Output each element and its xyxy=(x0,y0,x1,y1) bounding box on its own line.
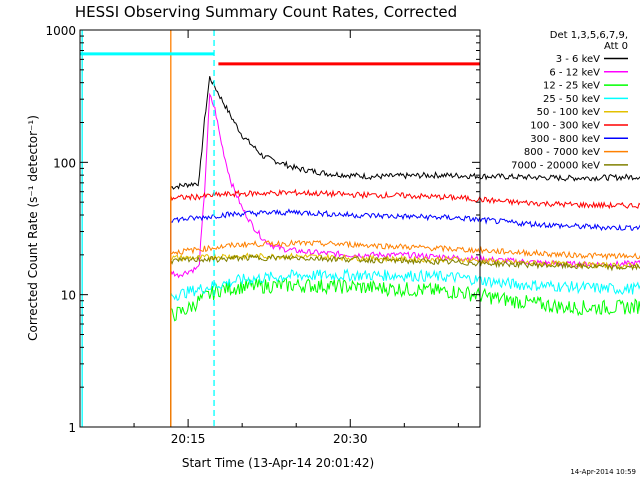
legend-label-2: 12 - 25 keV xyxy=(543,81,600,92)
y-axis-label: Corrected Count Rate (s⁻¹ detector⁻¹) xyxy=(26,115,40,341)
y-tick-label-0: 1 xyxy=(68,421,76,435)
y-tick-label-3: 1000 xyxy=(45,24,76,38)
y-tick-label-2: 100 xyxy=(53,156,76,170)
footer-timestamp: 14-Apr-2014 10:59 xyxy=(570,468,636,476)
legend-label-0: 3 - 6 keV xyxy=(556,54,600,65)
legend-label-5: 100 - 300 keV xyxy=(530,121,600,132)
x-axis-label: Start Time (13-Apr-14 20:01:42) xyxy=(182,456,374,470)
plot-frame xyxy=(79,29,481,428)
series-line-2 xyxy=(170,277,640,427)
series-line-0 xyxy=(170,76,640,427)
legend-label-3: 25 - 50 keV xyxy=(543,94,600,105)
series-line-4 xyxy=(170,252,640,427)
x-tick-label-1: 20:30 xyxy=(333,432,368,446)
legend-label-8: 7000 - 20000 keV xyxy=(511,160,600,171)
series-line-6 xyxy=(170,208,640,427)
x-tick-label-0: 20:15 xyxy=(171,432,206,446)
legend-label-4: 50 - 100 keV xyxy=(537,107,601,118)
legend-header-1: Att 0 xyxy=(604,41,628,52)
series-line-8 xyxy=(170,253,640,427)
series-line-3 xyxy=(170,268,640,427)
y-tick-label-1: 10 xyxy=(61,289,76,303)
series-line-5 xyxy=(170,188,640,427)
legend-header-0: Det 1,3,5,6,7,9, xyxy=(550,30,628,41)
series-line-7 xyxy=(170,239,640,427)
legend-label-7: 800 - 7000 keV xyxy=(524,147,600,158)
legend-label-1: 6 - 12 keV xyxy=(549,67,600,78)
chart-title: HESSI Observing Summary Count Rates, Cor… xyxy=(75,3,457,21)
legend-label-6: 300 - 800 keV xyxy=(530,134,600,145)
